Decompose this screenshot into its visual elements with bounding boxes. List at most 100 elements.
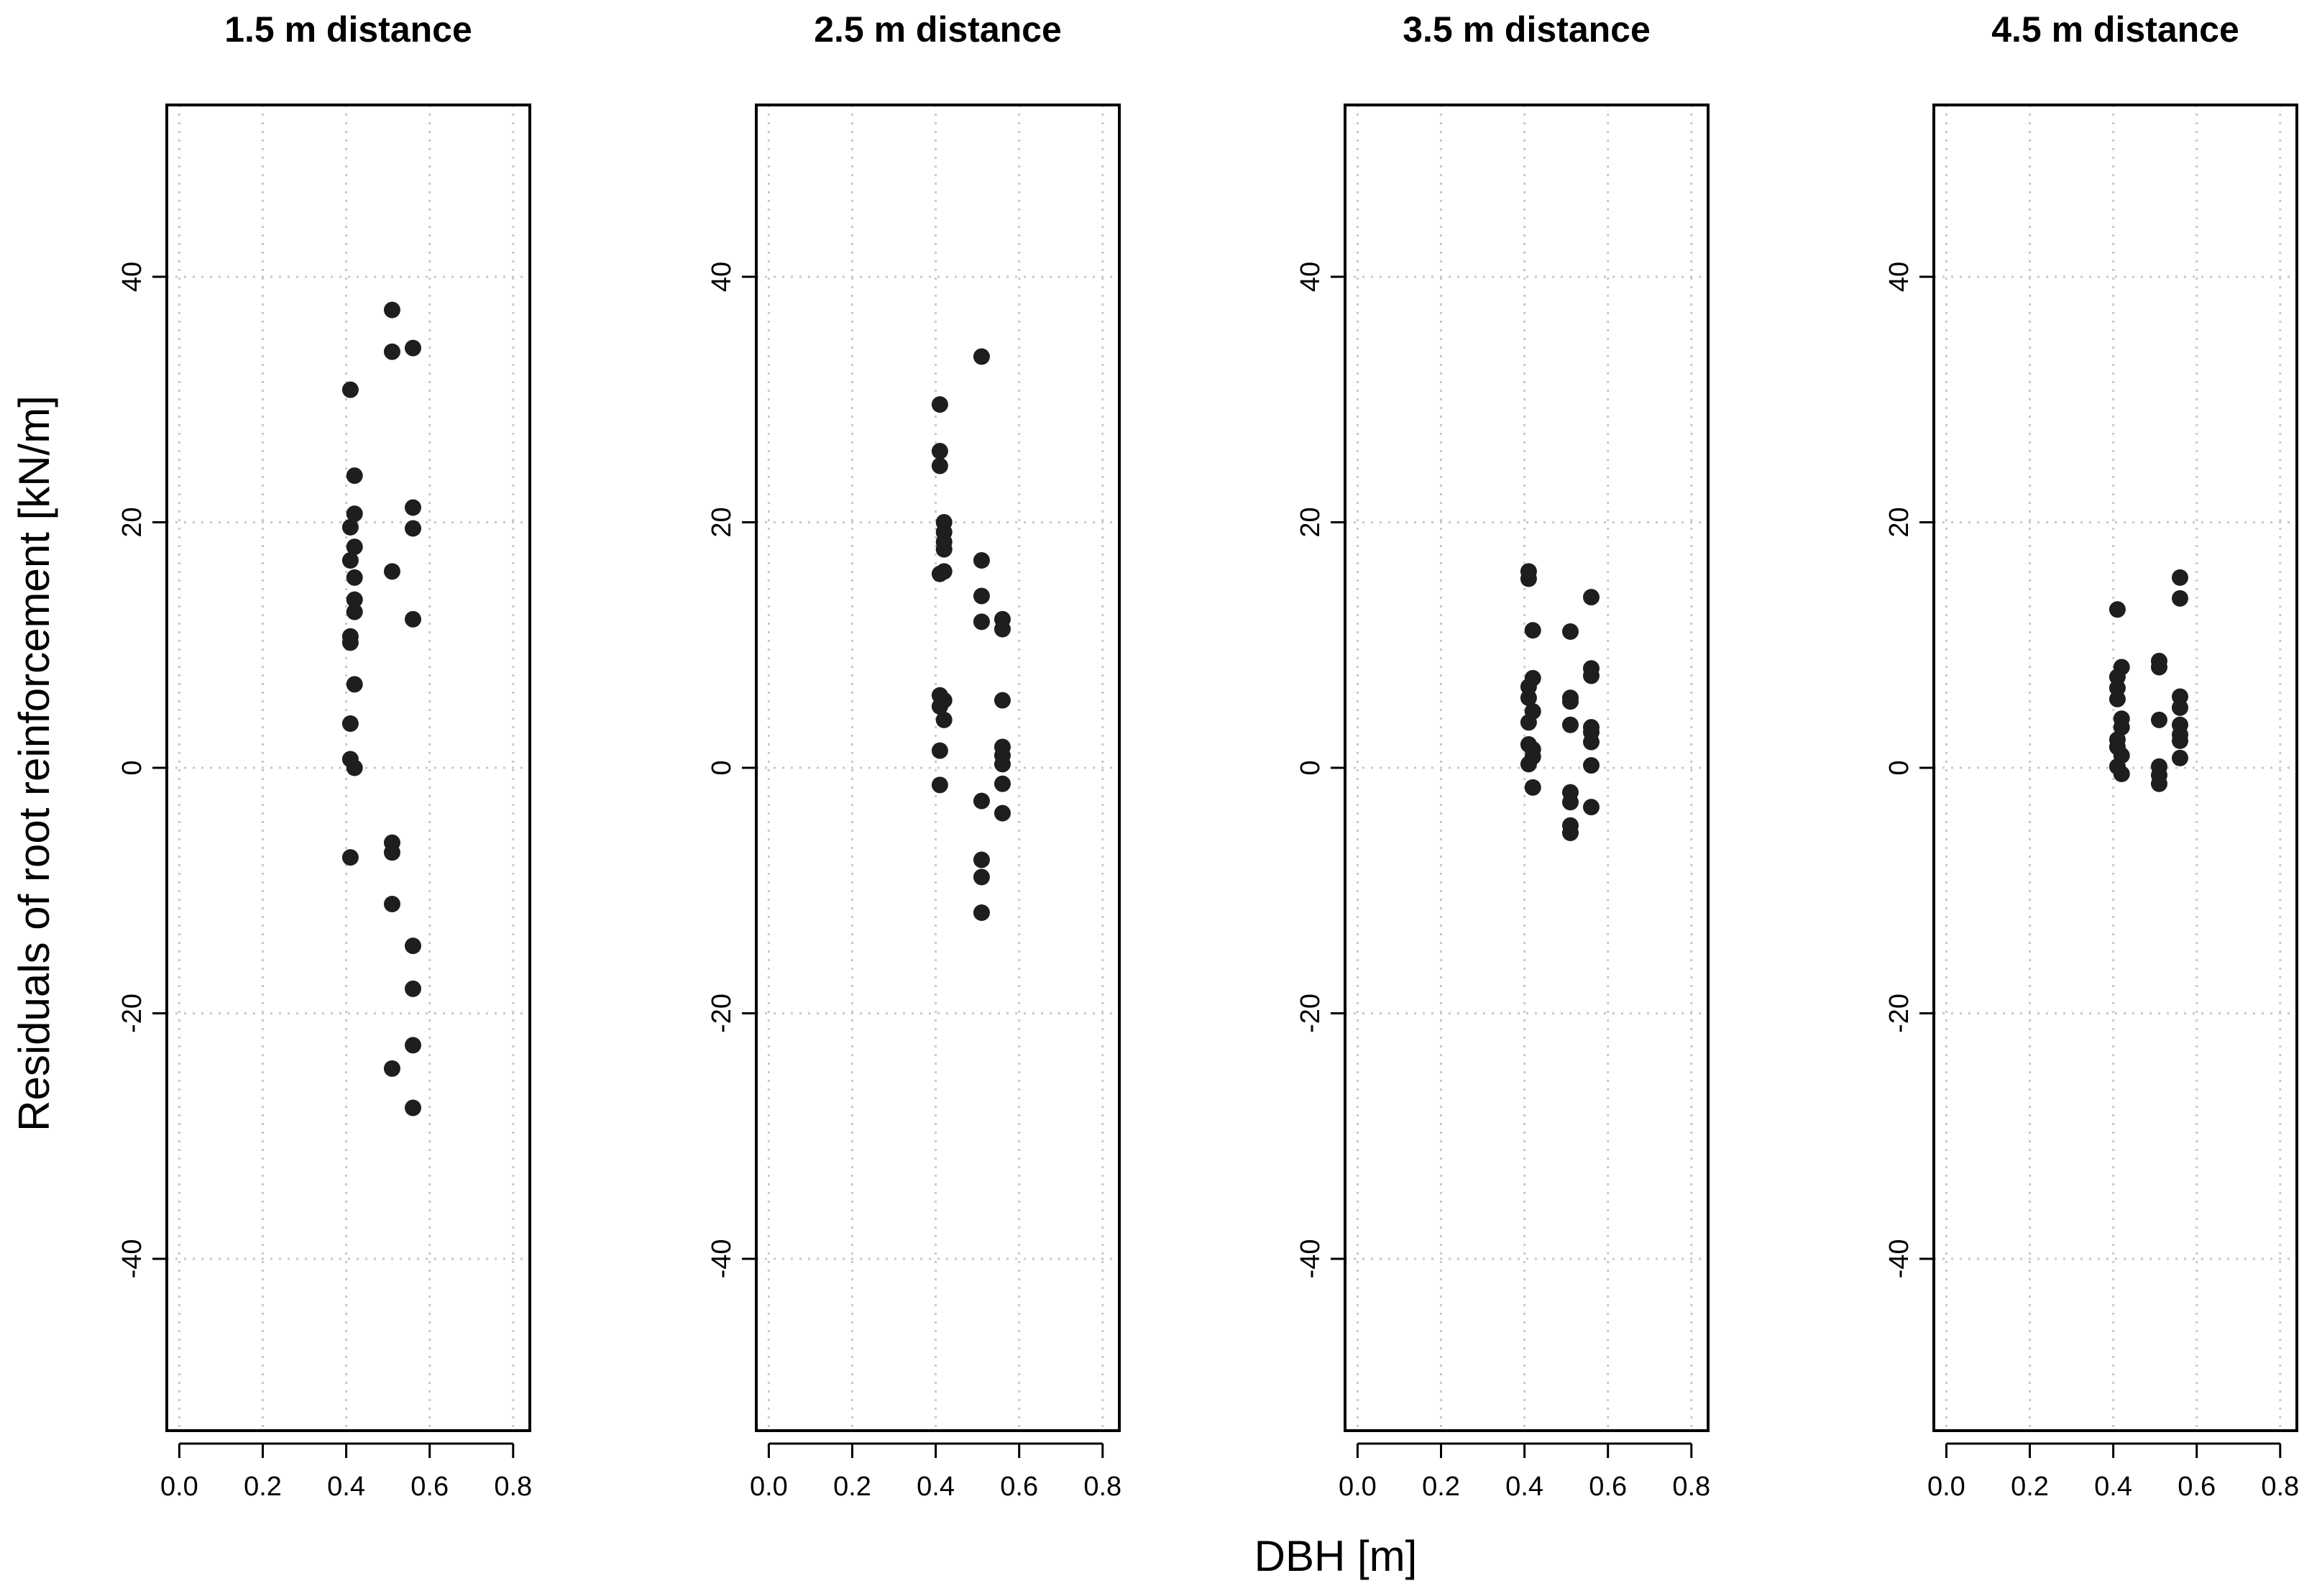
y-tick-label: 0 <box>1884 760 1914 775</box>
x-tick-label: 0.6 <box>410 1472 449 1502</box>
y-tick-label: -20 <box>707 994 737 1033</box>
data-point <box>2171 732 2188 749</box>
data-point <box>2150 711 2167 728</box>
y-tick-label: 40 <box>707 262 737 292</box>
data-point <box>1561 716 1579 733</box>
x-tick-label: 0.2 <box>833 1472 871 1502</box>
data-point <box>994 804 1011 822</box>
data-point <box>2171 590 2188 607</box>
x-tick-label: 0.0 <box>750 1472 788 1502</box>
data-point <box>931 396 948 413</box>
x-axis-label: DBH [m] <box>1254 1532 1418 1580</box>
data-point <box>973 904 990 921</box>
data-point <box>1524 779 1541 796</box>
y-tick-label: 0 <box>117 760 147 775</box>
data-point <box>1561 623 1579 640</box>
x-tick-label: 0.2 <box>2011 1472 2049 1502</box>
x-tick-label: 0.2 <box>1422 1472 1460 1502</box>
y-tick-label: -20 <box>117 994 147 1033</box>
data-point <box>935 541 953 558</box>
data-point <box>383 1060 400 1077</box>
data-point <box>931 442 948 459</box>
y-tick-label: -40 <box>117 1239 147 1279</box>
data-point <box>341 715 359 733</box>
x-tick-label: 0.4 <box>917 1472 955 1502</box>
data-point <box>2171 569 2188 586</box>
data-point <box>973 551 990 569</box>
data-point <box>346 759 363 776</box>
panel-title: 1.5 m distance <box>224 9 472 50</box>
data-point <box>346 676 363 693</box>
data-point <box>383 844 400 861</box>
data-point <box>1561 794 1579 811</box>
y-tick-label: 20 <box>1295 507 1326 537</box>
data-point <box>2113 766 2130 783</box>
data-point <box>2171 749 2188 766</box>
data-point <box>341 518 359 536</box>
data-point <box>2150 775 2167 792</box>
x-tick-label: 0.0 <box>1927 1472 1965 1502</box>
data-point <box>1520 714 1537 731</box>
y-tick-label: -40 <box>1295 1239 1326 1279</box>
x-tick-label: 0.8 <box>1083 1472 1121 1502</box>
panel-title: 4.5 m distance <box>1991 9 2239 50</box>
data-point <box>1520 570 1537 587</box>
data-point <box>346 591 363 608</box>
data-point <box>404 339 421 357</box>
data-point <box>994 692 1011 709</box>
y-tick-label: 0 <box>1295 760 1326 775</box>
data-point <box>1582 799 1600 816</box>
data-point <box>973 792 990 810</box>
data-point <box>404 499 421 516</box>
data-point <box>383 896 400 913</box>
data-point <box>383 343 400 360</box>
panel-1: 1.5 m distance 0.0 0.2 0.4 0.6 0.8 -40 -20 0 20 40 <box>117 9 532 1502</box>
data-point <box>404 1037 421 1054</box>
data-point <box>341 551 359 569</box>
data-point <box>346 569 363 586</box>
data-point <box>931 565 948 582</box>
y-tick-label: -20 <box>1884 994 1914 1033</box>
data-point <box>931 457 948 474</box>
data-point <box>973 868 990 886</box>
data-point <box>1520 756 1537 773</box>
x-tick-label: 0.0 <box>1339 1472 1377 1502</box>
y-tick-label: 40 <box>1884 262 1914 292</box>
data-point <box>2109 690 2126 707</box>
data-point <box>973 587 990 605</box>
y-tick-label: -20 <box>1295 994 1326 1033</box>
data-point <box>1561 693 1579 710</box>
y-tick-label: 20 <box>1884 507 1914 537</box>
data-point <box>404 520 421 537</box>
y-tick-label: -40 <box>1884 1239 1914 1279</box>
data-point <box>341 634 359 651</box>
y-tick-label: 40 <box>117 262 147 292</box>
y-tick-label: -40 <box>707 1239 737 1279</box>
x-tick-label: 0.4 <box>327 1472 365 1502</box>
data-point <box>346 467 363 485</box>
data-point <box>1520 689 1537 707</box>
panel-title: 2.5 m distance <box>814 9 1062 50</box>
data-point <box>346 603 363 620</box>
data-point <box>2109 601 2126 618</box>
data-point <box>994 756 1011 773</box>
x-tick-label: 0.8 <box>494 1472 532 1502</box>
data-point <box>341 849 359 866</box>
data-point <box>346 538 363 556</box>
data-point <box>994 620 1011 638</box>
data-point <box>2171 699 2188 716</box>
data-point <box>1582 667 1600 684</box>
y-axis-label: Residuals of root reinforcement [kN/m] <box>10 395 58 1132</box>
data-point <box>404 610 421 628</box>
data-point <box>931 698 948 715</box>
panel-2: 2.5 m distance 0.0 0.2 0.4 0.6 0.8 -40 -20 0 20 40 <box>707 9 1121 1502</box>
data-point <box>404 937 421 955</box>
data-point <box>931 742 948 759</box>
data-point <box>383 563 400 580</box>
x-tick-label: 0.8 <box>1672 1472 1710 1502</box>
data-point <box>404 980 421 997</box>
data-point <box>1582 589 1600 606</box>
y-tick-label: 0 <box>707 760 737 775</box>
data-point <box>931 776 948 794</box>
